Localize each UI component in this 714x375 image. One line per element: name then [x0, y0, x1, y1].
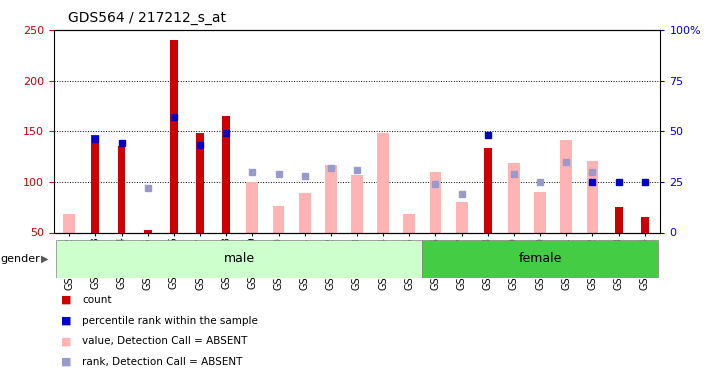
Text: value, Detection Call = ABSENT: value, Detection Call = ABSENT: [82, 336, 248, 346]
Text: female: female: [518, 252, 562, 265]
Text: ■: ■: [61, 357, 71, 367]
Bar: [423, 240, 658, 278]
Bar: [641, 217, 649, 232]
Bar: [325, 165, 337, 232]
Text: ▶: ▶: [41, 254, 49, 264]
Text: percentile rank within the sample: percentile rank within the sample: [82, 316, 258, 326]
Bar: [298, 193, 311, 232]
Bar: [144, 231, 151, 232]
Bar: [430, 172, 441, 232]
Bar: [586, 160, 598, 232]
Bar: [91, 135, 99, 232]
Bar: [403, 214, 416, 232]
Bar: [64, 214, 75, 232]
Text: ■: ■: [61, 336, 71, 346]
Bar: [456, 202, 468, 232]
Bar: [615, 207, 623, 232]
Bar: [351, 175, 363, 232]
Bar: [222, 116, 230, 232]
Bar: [170, 40, 178, 232]
Bar: [508, 163, 520, 232]
Text: count: count: [82, 295, 111, 305]
Bar: [196, 133, 204, 232]
Text: male: male: [223, 252, 255, 265]
Bar: [560, 140, 572, 232]
Bar: [56, 240, 423, 278]
Text: GDS564 / 217212_s_at: GDS564 / 217212_s_at: [68, 11, 226, 25]
Bar: [273, 206, 284, 232]
Bar: [534, 192, 546, 232]
Text: ■: ■: [61, 316, 71, 326]
Bar: [246, 182, 258, 232]
Text: gender: gender: [1, 254, 41, 264]
Bar: [484, 148, 492, 232]
Bar: [377, 133, 389, 232]
Bar: [118, 147, 126, 232]
Text: rank, Detection Call = ABSENT: rank, Detection Call = ABSENT: [82, 357, 243, 367]
Text: ■: ■: [61, 295, 71, 305]
